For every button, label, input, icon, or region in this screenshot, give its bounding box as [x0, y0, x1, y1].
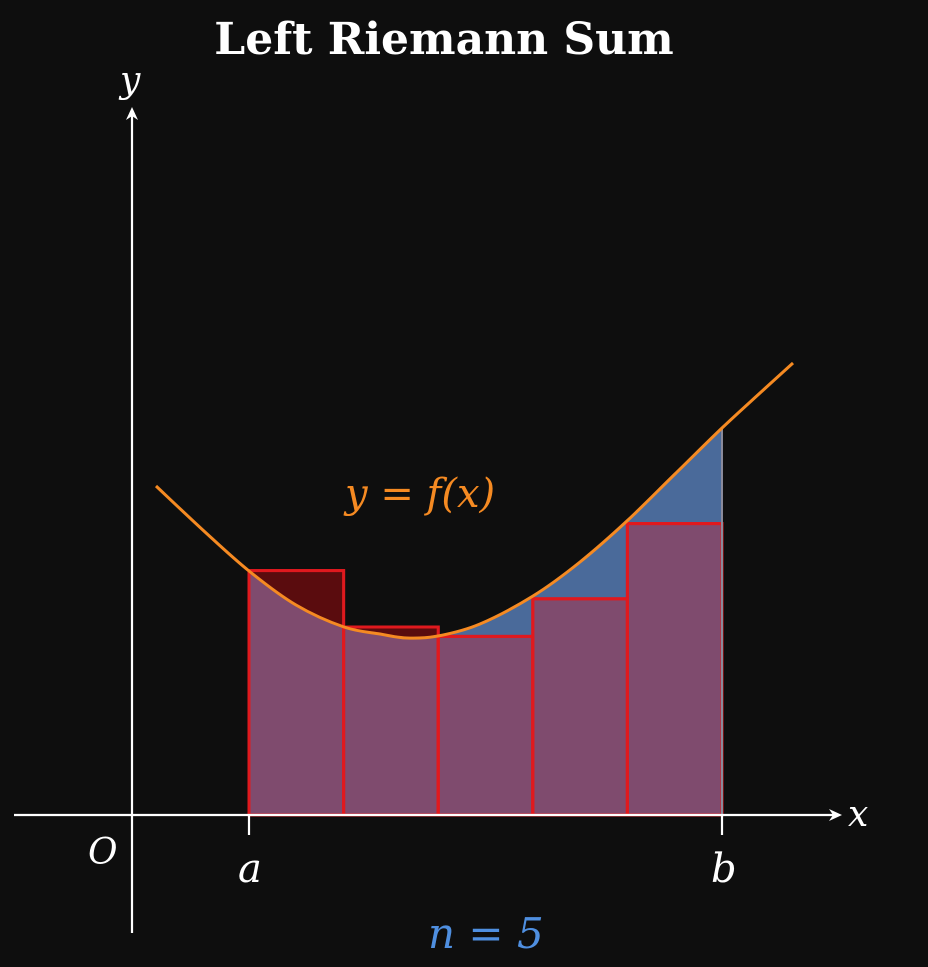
axes [14, 107, 842, 933]
function-label: y = f(x) [343, 471, 495, 517]
x-axis-label: x [848, 794, 868, 835]
riemann-rectangle-3 [436, 634, 535, 817]
overestimate-region [250, 570, 439, 638]
y-axis-label: y [118, 60, 141, 101]
function-curve [154, 361, 795, 640]
x-axis-arrow [829, 809, 842, 821]
diagram-title: Left Riemann Sum [214, 14, 673, 65]
riemann-rectangle-4 [531, 597, 629, 817]
subdivision-count-label: n = 5 [428, 909, 544, 958]
riemann-rectangle-2 [342, 625, 440, 817]
riemann-rectangle-5 [625, 522, 724, 817]
bound-b-label: b [711, 846, 737, 892]
riemann-rectangles [247, 522, 724, 817]
origin-label: O [88, 832, 118, 873]
bound-a-label: a [238, 846, 262, 892]
y-axis-arrow [126, 107, 138, 120]
